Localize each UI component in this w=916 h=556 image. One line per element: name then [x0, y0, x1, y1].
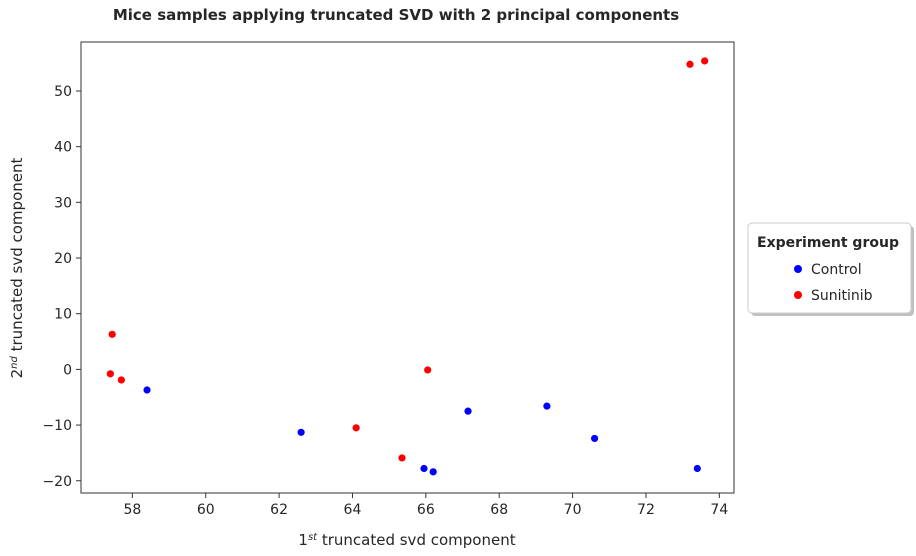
y-tick-label: 50 [54, 84, 72, 100]
legend-box [747, 222, 912, 314]
plot-area: 58 60 62 64 66 68 70 72 74 −20 −10 0 10 20 30 40 50 [42, 41, 735, 518]
x-tick-label: 68 [490, 502, 508, 518]
data-point-sunitinib [701, 57, 709, 65]
y-tick-label: −20 [42, 474, 72, 490]
data-point-sunitinib [106, 370, 114, 378]
x-axis-label-rest: truncated svd component [317, 531, 516, 549]
y-tick-label: 0 [63, 362, 72, 378]
data-point-sunitinib [352, 424, 360, 432]
x-tick-label: 62 [270, 502, 288, 518]
data-point-control [143, 386, 151, 394]
data-point-sunitinib [398, 454, 406, 462]
y-tick-label: 10 [54, 307, 72, 323]
data-point-control [420, 464, 428, 473]
x-tick-label: 66 [417, 502, 435, 518]
data-point-control [297, 428, 305, 436]
y-axis-label-prefix: 2 [8, 369, 26, 379]
x-tick-label: 72 [637, 502, 655, 518]
chart-title: Mice samples applying truncated SVD with… [113, 6, 679, 24]
y-tick-label: 40 [54, 140, 72, 156]
y-tick-label: 30 [54, 195, 72, 211]
y-axis-label-sup: nd [9, 355, 20, 368]
data-point-sunitinib [117, 376, 125, 384]
legend-label-control: Control [811, 262, 862, 278]
x-axis-label-prefix: 1 [298, 531, 308, 549]
x-axis-label: 1st truncated svd component [298, 531, 515, 549]
y-axis-label-rest: truncated svd component [8, 158, 26, 357]
data-point-control [464, 407, 472, 415]
x-tick-label: 70 [564, 502, 582, 518]
data-point-control [543, 402, 551, 410]
plot-frame [80, 41, 735, 494]
legend-marker-control [794, 265, 802, 273]
legend-title: Experiment group [757, 235, 899, 251]
x-tick-label: 60 [197, 502, 215, 518]
legend-label-sunitinib: Sunitinib [811, 288, 873, 304]
data-point-sunitinib [108, 330, 116, 338]
data-point-control [693, 464, 701, 473]
x-tick-label: 58 [123, 502, 141, 518]
y-tick-label: 20 [54, 251, 72, 267]
data-point-control [590, 434, 599, 443]
y-tick-label: −10 [42, 418, 72, 434]
data-point-sunitinib [686, 60, 694, 68]
data-point-sunitinib [424, 366, 432, 374]
legend-marker-sunitinib [794, 291, 802, 299]
y-axis-label: 2nd truncated svd component [8, 158, 26, 379]
data-point-control [429, 468, 437, 476]
x-tick-label: 64 [344, 502, 362, 518]
legend: Experiment group Control Sunitinib [747, 222, 914, 316]
x-axis-label-sup: st [308, 532, 318, 543]
x-tick-label: 74 [710, 502, 728, 518]
